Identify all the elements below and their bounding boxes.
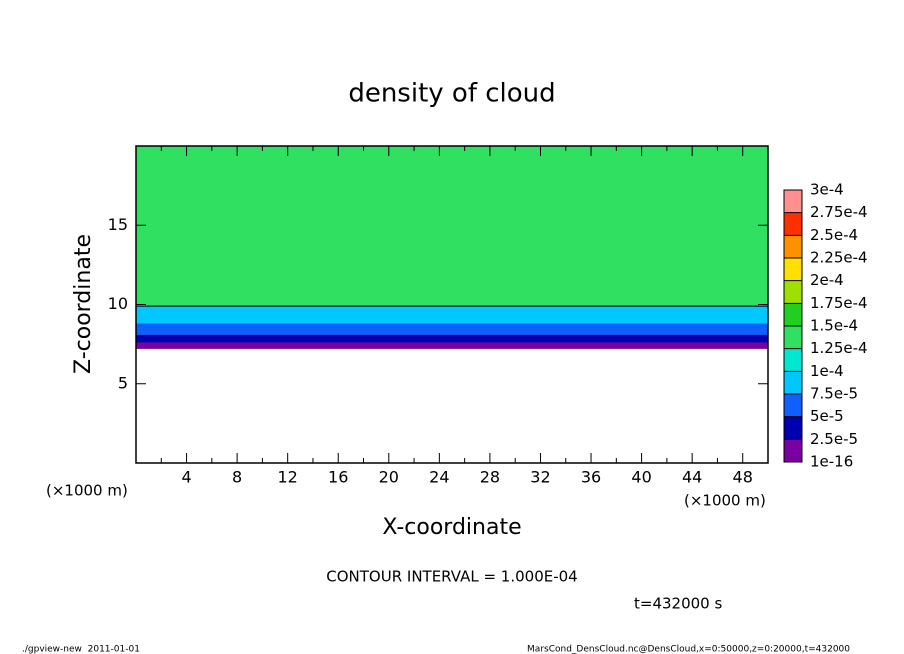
colorbar-label: 2.75e-4 — [810, 203, 868, 221]
colorbar-swatch — [784, 394, 802, 417]
x-unit: (×1000 m) — [46, 482, 128, 500]
footer-left: ./gpview-new 2011-01-01 — [22, 645, 140, 654]
colorbar-label: 3e-4 — [810, 181, 844, 199]
colorbar-label: 5e-5 — [810, 407, 844, 425]
colorbar-label: 1.25e-4 — [810, 339, 868, 357]
density-band — [136, 342, 768, 349]
colorbar-swatch — [784, 416, 802, 440]
colorbar-label: 2.5e-5 — [810, 430, 858, 448]
x-tick-label: 8 — [232, 468, 242, 487]
colorbar-swatch — [784, 190, 802, 213]
colorbar-swatch — [784, 235, 802, 258]
x-tick-label: 40 — [631, 468, 651, 487]
x-tick-label: 24 — [429, 468, 449, 487]
x-axis-label: X-coordinate — [382, 515, 521, 540]
x-tick-label: 36 — [581, 468, 601, 487]
contour-note: CONTOUR INTERVAL = 1.000E-04 — [326, 568, 577, 586]
time-note: t=432000 s — [634, 595, 722, 613]
colorbar-swatch — [784, 348, 802, 372]
x-tick-label: 28 — [480, 468, 500, 487]
colorbar-label: 2.25e-4 — [810, 249, 868, 267]
x-tick-label: 48 — [733, 468, 753, 487]
density-band — [136, 306, 768, 324]
x-tick-label: 16 — [328, 468, 348, 487]
colorbar-swatch — [784, 258, 802, 281]
x-tick-label: 4 — [181, 468, 191, 487]
colorbar-swatch — [784, 326, 802, 349]
density-band — [136, 146, 768, 307]
colorbar-label: 1.75e-4 — [810, 294, 868, 312]
colorbar-swatch — [784, 212, 802, 236]
chart-title: density of cloud — [348, 79, 555, 109]
x-tick-label: 20 — [379, 468, 399, 487]
colorbar-label: 2e-4 — [810, 271, 844, 289]
colorbar-label: 1.5e-4 — [810, 317, 858, 335]
y-tick-label: 15 — [108, 215, 128, 234]
colorbar-swatch — [784, 280, 802, 304]
density-band — [136, 334, 768, 343]
x-tick-label: 44 — [682, 468, 702, 487]
colorbar-swatch — [784, 371, 802, 394]
colorbar-label: 7.5e-5 — [810, 385, 858, 403]
density-band — [136, 323, 768, 335]
colorbar-label: 1e-16 — [810, 453, 853, 471]
colorbar-label: 1e-4 — [810, 362, 844, 380]
colorbar-label: 2.5e-4 — [810, 226, 858, 244]
x-tick-label: 12 — [278, 468, 298, 487]
y-tick-label: 10 — [108, 294, 128, 313]
colorbar-swatch — [784, 303, 802, 326]
y-tick-label: 5 — [118, 373, 128, 392]
x-unit: (×1000 m) — [684, 492, 766, 510]
colorbar-swatch — [784, 439, 802, 462]
y-axis-label: Z-coordinate — [71, 234, 96, 374]
x-tick-label: 32 — [530, 468, 550, 487]
footer-right: MarsCond_DensCloud.nc@DensCloud,x=0:5000… — [527, 645, 850, 654]
